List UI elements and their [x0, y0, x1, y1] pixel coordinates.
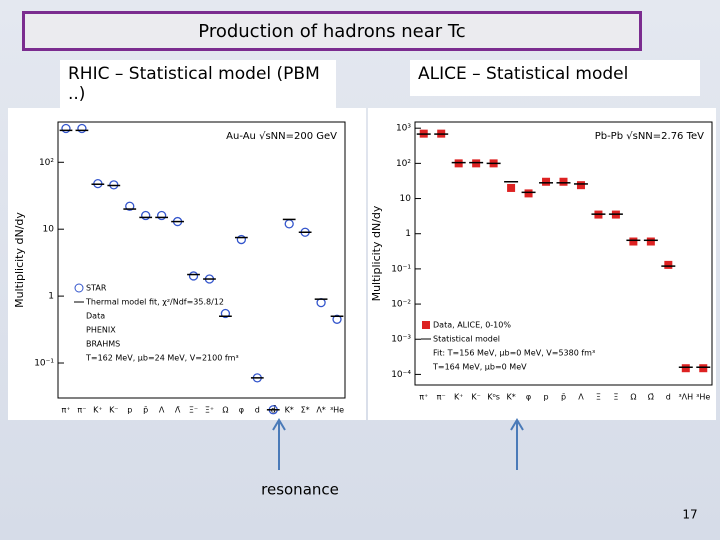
x-tick-label: K⁻ — [471, 393, 480, 402]
legend-label: Statistical model — [433, 335, 500, 344]
arrow-head — [272, 418, 286, 431]
x-tick-label: Ξ⁻ — [189, 406, 198, 415]
data-point — [542, 177, 551, 186]
x-tick-label: Ω — [630, 393, 636, 402]
data-point — [141, 210, 151, 221]
y-tick-label: 10⁻³ — [391, 335, 411, 345]
data-point — [559, 177, 568, 186]
x-tick-label: p̄ — [143, 406, 148, 415]
x-tick-label: ³He — [696, 393, 710, 402]
left-label: RHIC – Statistical model (PBM ..) — [60, 60, 336, 112]
x-tick-label: p — [543, 393, 548, 402]
plot-frame — [414, 121, 713, 386]
x-tick-label: Λ — [578, 393, 584, 402]
y-tick-label: 1 — [48, 292, 54, 302]
x-tick-label: π⁻ — [437, 393, 446, 402]
x-tick-label: Λ — [159, 406, 165, 415]
y-tick-label: 10 — [400, 194, 412, 204]
annotation: Pb-Pb √sNN=2.76 TeV — [595, 131, 704, 142]
x-tick-label: K⁻ — [109, 406, 118, 415]
data-point — [156, 210, 167, 221]
x-tick-label: π⁻ — [77, 406, 86, 415]
x-tick-label: π⁺ — [61, 406, 70, 415]
data-point — [61, 123, 71, 134]
legend-swatch — [422, 321, 430, 329]
annotation: T=164 MeV, μb=0 MeV — [432, 363, 527, 372]
data-point — [332, 314, 342, 324]
y-tick-label: 1 — [405, 229, 411, 239]
annotation: PHENIX — [86, 326, 116, 335]
data-point — [664, 260, 673, 269]
annotation: Au-Au √sNN=200 GeV — [226, 131, 337, 142]
y-tick-label: 10³ — [396, 124, 411, 134]
page-number: 17 — [682, 508, 697, 522]
data-point — [77, 123, 87, 134]
data-point — [125, 201, 135, 211]
data-point — [576, 181, 585, 190]
x-tick-label: p — [127, 406, 132, 415]
data-point — [220, 308, 231, 319]
y-tick-label: 10² — [39, 158, 54, 168]
x-tick-label: p̄ — [561, 393, 566, 402]
x-tick-label: Σ* — [301, 406, 310, 415]
x-tick-label: d — [666, 393, 671, 402]
legend-swatch — [74, 283, 84, 293]
y-axis-label: Multiplicity dN/dy — [370, 205, 383, 301]
data-point — [646, 237, 655, 246]
x-tick-label: K⁰s — [487, 393, 500, 402]
x-tick-label: ³He — [330, 406, 344, 415]
x-tick-label: d — [255, 406, 260, 415]
x-tick-label: Ω̄ — [648, 393, 654, 402]
x-tick-label: Λ* — [316, 406, 325, 415]
data-point — [236, 234, 247, 245]
x-tick-label: Ξ̄ — [613, 393, 618, 402]
slide-title: Production of hadrons near Tc — [22, 11, 642, 51]
y-tick-label: 10⁻¹ — [34, 359, 54, 369]
annotation: Data — [86, 312, 105, 321]
x-tick-label: π⁺ — [419, 393, 428, 402]
annotation: T=162 MeV, μb=24 MeV, V=2100 fm³ — [85, 354, 239, 363]
x-tick-label: ³ΛH — [678, 393, 693, 402]
x-tick-label: φ — [526, 393, 531, 402]
y-tick-label: 10⁻⁴ — [391, 370, 411, 380]
x-tick-label: K⁺ — [93, 406, 102, 415]
y-tick-label: 10⁻² — [391, 300, 411, 310]
data-point — [507, 183, 516, 192]
data-point — [524, 189, 533, 198]
y-tick-label: 10² — [396, 159, 411, 169]
left-plot-bg — [8, 108, 366, 420]
data-point — [681, 364, 690, 373]
x-tick-label: Ω — [222, 406, 228, 415]
legend-label: STAR — [86, 284, 107, 293]
arrow-head — [510, 418, 524, 431]
x-tick-label: Ξ̄⁺ — [205, 406, 214, 415]
y-tick-label: 10 — [43, 225, 55, 235]
annotation: BRAHMS — [86, 340, 120, 349]
y-tick-label: 10⁻¹ — [391, 264, 411, 274]
legend-label: Thermal model fit, χ²/Ndf=35.8/12 — [85, 298, 224, 307]
x-tick-label: K* — [285, 406, 294, 415]
data-point — [699, 364, 708, 373]
x-tick-label: K* — [506, 393, 515, 402]
x-tick-label: φ — [239, 406, 244, 415]
right-label: ALICE – Statistical model — [410, 60, 700, 96]
x-tick-label: Ξ — [596, 393, 601, 402]
right-plot-bg — [368, 108, 716, 420]
annotation: Fit: T=156 MeV, μb=0 MeV, V=5380 fm³ — [433, 349, 595, 358]
x-tick-label: K⁺ — [454, 393, 463, 402]
data-point — [629, 237, 638, 246]
x-tick-label: Λ̄ — [175, 406, 181, 415]
arrow-label: resonance — [261, 481, 339, 499]
legend-label: Data, ALICE, 0-10% — [433, 321, 511, 330]
plot-frame — [57, 121, 346, 399]
data-point — [188, 271, 199, 281]
y-axis-label: Multiplicity dN/dy — [13, 212, 26, 308]
